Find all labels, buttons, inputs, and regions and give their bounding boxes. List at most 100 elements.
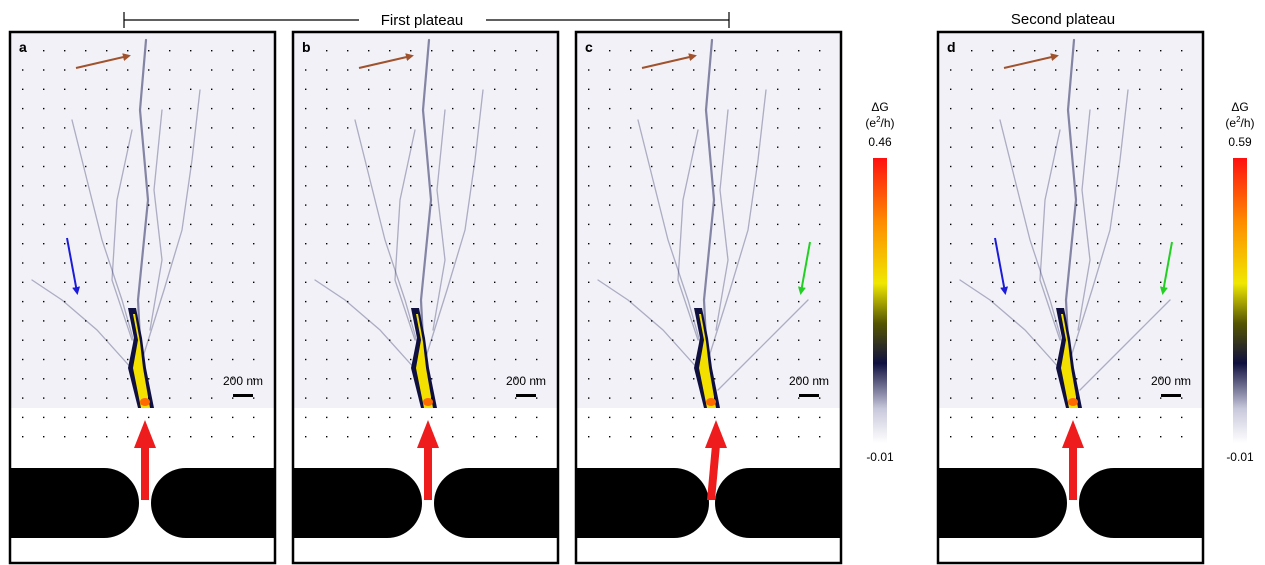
right-gate: [1079, 468, 1202, 538]
panel-frame: [8, 30, 277, 565]
flow-branch: [111, 129, 133, 341]
panels: a 200 nm b 200 nm c 200 nm d 200 nm: [8, 30, 1205, 565]
flow-branch: [1039, 129, 1061, 341]
core-fill: [133, 314, 150, 408]
flow-branch: [31, 279, 143, 381]
brown-arrow: [358, 53, 414, 69]
colorbar-1-unit: (e2/h): [865, 115, 894, 130]
injection-arrow: [134, 420, 156, 500]
right-gate: [434, 468, 557, 538]
dot-grid: [305, 50, 538, 438]
scale-bar: [516, 394, 536, 397]
colorbar-2-min: -0.01: [1226, 450, 1254, 464]
colorbar-2-unit: (e2/h): [1225, 115, 1254, 130]
left-gate: [939, 468, 1067, 538]
flow-branch: [354, 119, 426, 371]
left-gate: [11, 468, 139, 538]
flow-branch: [424, 89, 484, 361]
second-plateau-label: Second plateau: [1011, 11, 1115, 28]
colorbar-1: ΔG (e2/h) 0.46 -0.01: [865, 100, 894, 464]
flow-branch: [717, 299, 809, 391]
branched-flow: [31, 38, 201, 382]
flow-branch: [432, 109, 446, 331]
panel-label: d: [947, 39, 956, 55]
dot-grid: [22, 50, 255, 438]
scale-bar-label: 200 nm: [223, 374, 263, 388]
left-gate: [294, 468, 422, 538]
hot-core: [128, 308, 154, 408]
core-fill: [1061, 314, 1078, 408]
panel-label: b: [302, 39, 311, 55]
core-fill: [699, 314, 716, 408]
brown-arrow: [75, 53, 131, 69]
scale-bar-label: 200 nm: [1151, 374, 1191, 388]
first-plateau-label: First plateau: [381, 12, 464, 29]
scale-bar: [1161, 394, 1181, 397]
flow-branch: [715, 109, 729, 331]
split-gate: [939, 468, 1202, 538]
colorbar-1-title: ΔG: [871, 100, 888, 114]
right-gate: [715, 468, 840, 538]
first-plateau-bracket: First plateau: [123, 12, 730, 29]
scale-bar-label: 200 nm: [506, 374, 546, 388]
colorbar-2-gradient: [1233, 158, 1247, 443]
flow-branch: [149, 109, 163, 331]
dot-grid: [950, 50, 1183, 438]
colorbar-1-min: -0.01: [866, 450, 894, 464]
brown-arrow: [641, 53, 697, 69]
panel-a: a 200 nm: [8, 30, 277, 565]
flow-branch: [314, 279, 426, 381]
branched-flow: [959, 38, 1171, 391]
hot-core: [694, 308, 720, 408]
injection-arrow: [1062, 420, 1084, 500]
flow-branch: [1069, 89, 1129, 361]
blue-arrow: [66, 237, 81, 295]
dot-grid: [588, 50, 821, 438]
right-gate: [151, 468, 274, 538]
flow-branch: [1079, 299, 1171, 391]
colorbar-2-title: ΔG: [1231, 100, 1248, 114]
injection-arrow: [417, 420, 439, 500]
colorbar-2: ΔG (e2/h) 0.59 -0.01: [1225, 100, 1254, 464]
hot-core: [411, 308, 437, 408]
core-fill: [416, 314, 433, 408]
colorbar-2-max: 0.59: [1228, 135, 1252, 149]
core-peak: [423, 398, 433, 406]
flow-branch: [71, 119, 143, 371]
left-gate: [577, 468, 709, 538]
scale-bar: [799, 394, 819, 397]
flow-branch: [1077, 109, 1091, 331]
flow-branch: [637, 119, 709, 371]
injection-arrow: [705, 420, 727, 500]
panel-frame: [291, 30, 560, 565]
split-gate: [294, 468, 557, 538]
core-peak: [140, 398, 150, 406]
core-peak: [1068, 398, 1078, 406]
colorbar-1-gradient: [873, 158, 887, 443]
colorbar-1-max: 0.46: [868, 135, 892, 149]
hot-core: [1056, 308, 1082, 408]
scale-bar-label: 200 nm: [789, 374, 829, 388]
flow-branch: [597, 279, 709, 381]
split-gate: [11, 468, 274, 538]
flow-branch: [141, 89, 201, 361]
panel-label: c: [585, 39, 593, 55]
panel-c: c 200 nm: [574, 30, 843, 565]
flow-branch: [677, 129, 699, 341]
panel-label: a: [19, 39, 27, 55]
flow-branch: [999, 119, 1071, 371]
flow-branch: [707, 89, 767, 361]
blue-arrow: [994, 237, 1009, 295]
scale-bar: [233, 394, 253, 397]
panel-frame: [574, 30, 843, 565]
flow-branch: [394, 129, 416, 341]
brown-arrow: [1003, 53, 1059, 69]
panel-d: d 200 nm: [936, 30, 1205, 565]
panel-frame: [936, 30, 1205, 565]
green-arrow: [797, 241, 811, 295]
split-gate: [577, 468, 840, 538]
core-peak: [706, 398, 716, 406]
panel-b: b 200 nm: [291, 30, 560, 565]
flow-branch: [959, 279, 1071, 381]
